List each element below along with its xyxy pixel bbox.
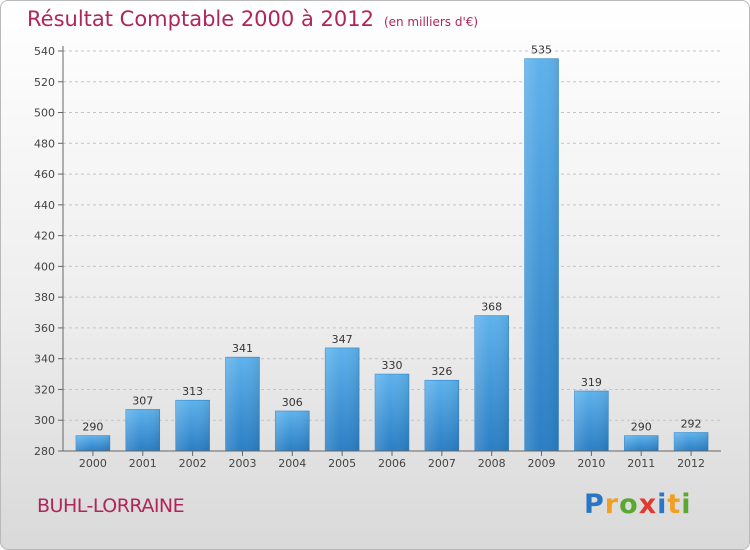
data-label-2006: 330: [382, 359, 403, 372]
x-tick-label-2007: 2007: [428, 457, 456, 470]
bar-shine-2001: [125, 409, 160, 451]
y-tick-label: 500: [34, 107, 55, 120]
labels-layer: 290 307 313 341 306 347 330 326 368 535 319 290 292: [82, 44, 701, 434]
logo-letter: P: [584, 489, 605, 520]
y-tick-label: 540: [34, 45, 55, 58]
place-name: BUHL-LORRAINE: [37, 495, 185, 517]
data-label-2002: 313: [182, 385, 203, 398]
x-tick-label-2006: 2006: [378, 457, 406, 470]
data-label-2009: 535: [531, 44, 552, 57]
logo-letter: i: [681, 489, 692, 520]
data-label-2010: 319: [581, 376, 602, 389]
logo-letter: t: [667, 489, 682, 520]
data-label-2011: 290: [631, 421, 652, 434]
bar-shine-2009: [524, 58, 559, 451]
data-label-2000: 290: [82, 421, 103, 434]
y-tick-label: 360: [34, 322, 55, 335]
data-label-2001: 307: [132, 394, 153, 407]
bar-shine-2010: [574, 391, 609, 451]
data-label-2003: 341: [232, 342, 253, 355]
data-label-2005: 347: [332, 333, 353, 346]
y-tick-label: 380: [34, 291, 55, 304]
data-label-2012: 292: [681, 418, 702, 431]
x-tick-label-2011: 2011: [627, 457, 655, 470]
x-tick-label-2002: 2002: [179, 457, 207, 470]
logo-letter: x: [638, 489, 658, 520]
y-tick-label: 320: [34, 383, 55, 396]
x-tick-label-2005: 2005: [328, 457, 356, 470]
x-tick-label-2001: 2001: [129, 457, 157, 470]
x-tick-label-2009: 2009: [528, 457, 556, 470]
y-tick-label: 440: [34, 199, 55, 212]
bar-shine-2012: [674, 432, 709, 451]
grid-layer: [63, 50, 721, 421]
proxiti-logo[interactable]: Proxiti: [584, 489, 692, 520]
data-label-2004: 306: [282, 396, 303, 409]
y-tick-label: 300: [34, 414, 55, 427]
y-tick-label: 520: [34, 76, 55, 89]
bar-shine-2004: [275, 411, 310, 451]
y-tick-label: 460: [34, 168, 55, 181]
chart-title-text: Résultat Comptable 2000 à 2012: [27, 7, 374, 31]
logo-letter: i: [657, 489, 668, 520]
bar-shine-2003: [225, 357, 260, 451]
bars-layer: [75, 58, 709, 452]
y-tick-label: 280: [34, 445, 55, 458]
chart-subtitle: (en milliers d'€): [383, 15, 479, 29]
bar-shine-2008: [474, 315, 509, 451]
x-tick-label-2004: 2004: [278, 457, 306, 470]
bar-shine-2000: [75, 435, 110, 451]
y-tick-label: 480: [34, 137, 55, 150]
y-tick-label: 400: [34, 260, 55, 273]
logo-letter: o: [619, 489, 639, 520]
axis-layer: 280 300 320 340 360 380 400 420 440 460 480 500 520 5…: [34, 45, 721, 470]
chart-title: Résultat Comptable 2000 à 2012 (en millie…: [27, 7, 478, 31]
logo-letter: r: [604, 489, 620, 520]
x-tick-label-2012: 2012: [677, 457, 705, 470]
data-label-2008: 368: [481, 301, 502, 314]
bar-shine-2007: [424, 380, 459, 451]
bar-shine-2011: [624, 435, 659, 451]
x-tick-label-2000: 2000: [79, 457, 107, 470]
x-tick-label-2008: 2008: [478, 457, 506, 470]
bar-shine-2002: [175, 400, 210, 451]
x-tick-label-2010: 2010: [577, 457, 605, 470]
y-tick-label: 420: [34, 230, 55, 243]
bar-shine-2005: [325, 347, 360, 451]
x-tick-label-2003: 2003: [228, 457, 256, 470]
bar-shine-2006: [375, 374, 409, 451]
y-tick-label: 340: [34, 353, 55, 366]
data-label-2007: 326: [431, 365, 452, 378]
